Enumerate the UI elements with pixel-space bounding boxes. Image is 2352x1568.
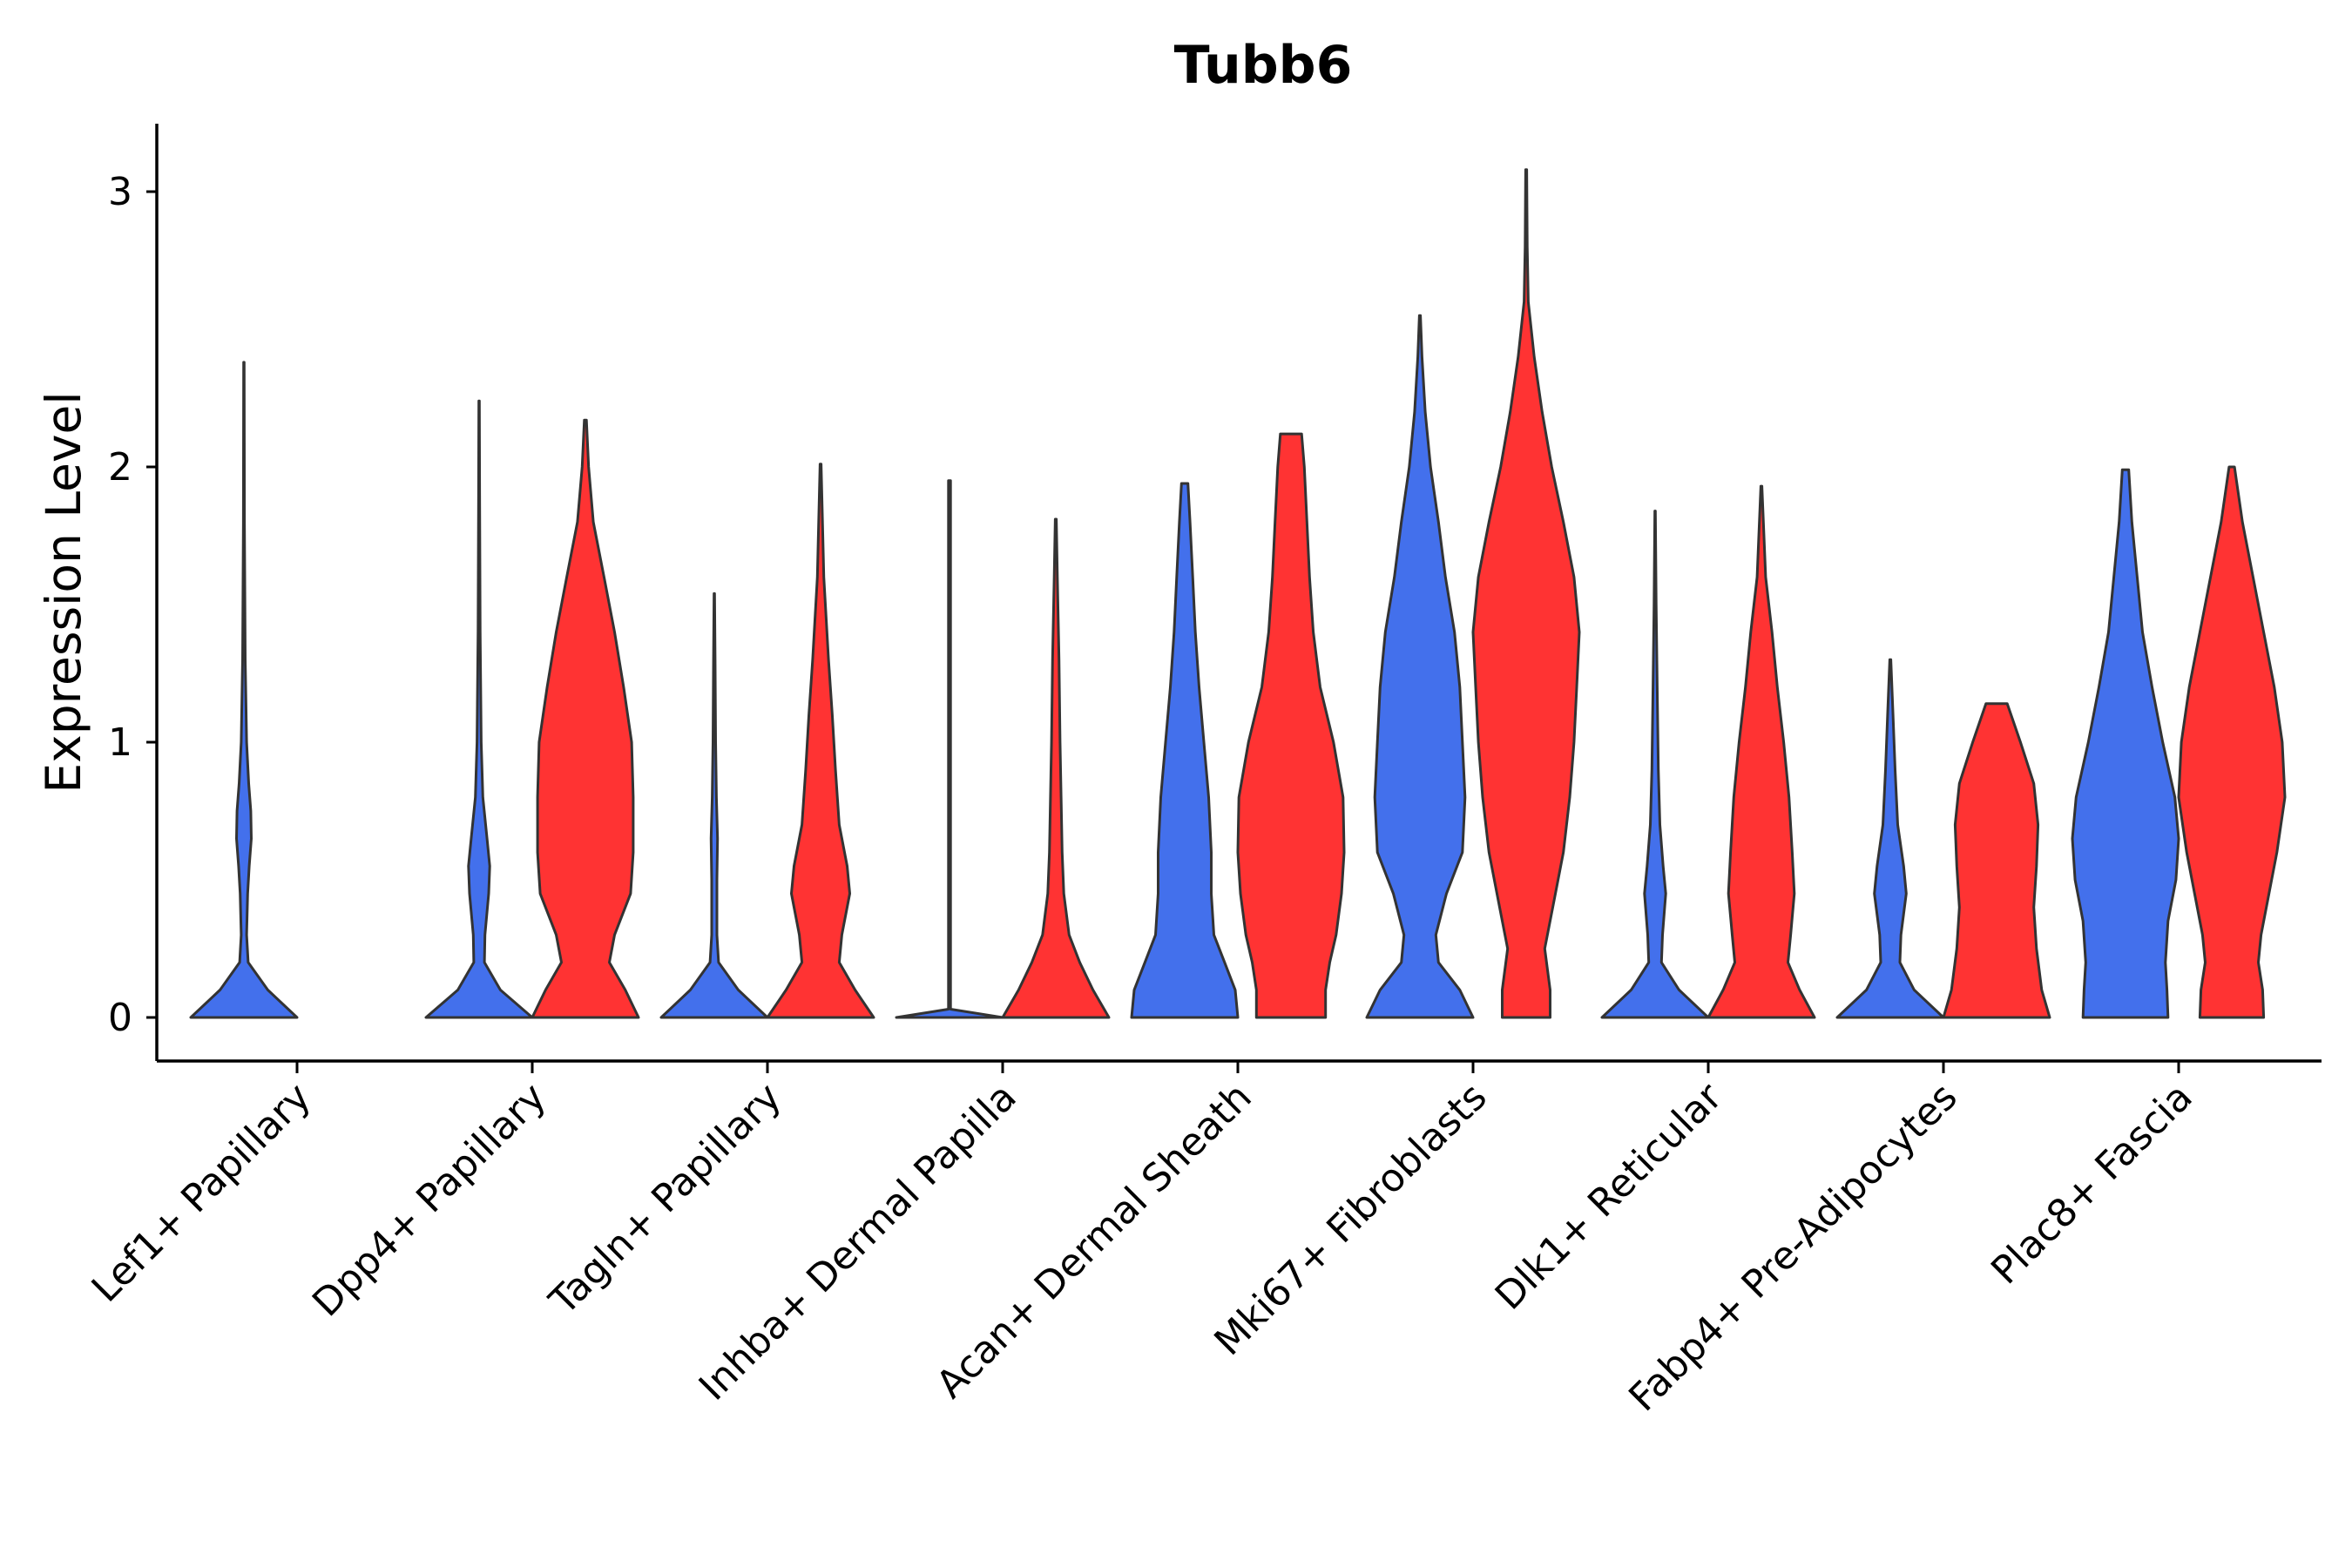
x-tick-label: Dpp4+ Papillary: [304, 1075, 555, 1326]
violin-group1-4: [1130, 482, 1240, 1019]
violin-group2-4: [1236, 432, 1346, 1019]
violin-group1-0: [189, 361, 299, 1019]
y-tick-label: 2: [108, 445, 132, 490]
violin-group2-7: [1942, 702, 2051, 1019]
violin-group2-5: [1471, 168, 1581, 1019]
violin-layer: [189, 168, 2287, 1019]
y-tick-label: 1: [108, 720, 132, 765]
violin-group1-7: [1835, 658, 1945, 1019]
x-tick-label: Mki67+ Fibroblasts: [1206, 1075, 1495, 1364]
y-ticks: 0 1 2 3: [108, 170, 157, 1040]
violin-group2-2: [766, 463, 875, 1019]
violin-group1-8: [2071, 468, 2180, 1019]
y-tick-label: 3: [108, 170, 132, 214]
violin-group1-1: [424, 399, 534, 1019]
chart-title: Tubb6: [1174, 35, 1353, 96]
y-tick-label: 0: [108, 996, 132, 1040]
y-axis-label: Expression Level: [36, 391, 91, 793]
violin-group2-8: [2177, 465, 2287, 1019]
x-tick-label: Plac8+ Fascia: [1983, 1075, 2201, 1294]
x-tick-label: Lef1+ Papillary: [84, 1075, 320, 1311]
violin-group1-3: [895, 479, 1004, 1019]
violin-group1-5: [1365, 314, 1475, 1019]
violin-group2-6: [1707, 484, 1816, 1019]
x-tick-label: Tagln+ Papillary: [541, 1075, 790, 1324]
violin-group1-6: [1600, 510, 1710, 1019]
x-tick-label: Dlk1+ Reticular: [1487, 1074, 1732, 1319]
violin-group2-1: [531, 418, 640, 1019]
violin-group1-2: [659, 591, 769, 1019]
violin-group2-3: [1001, 517, 1111, 1019]
